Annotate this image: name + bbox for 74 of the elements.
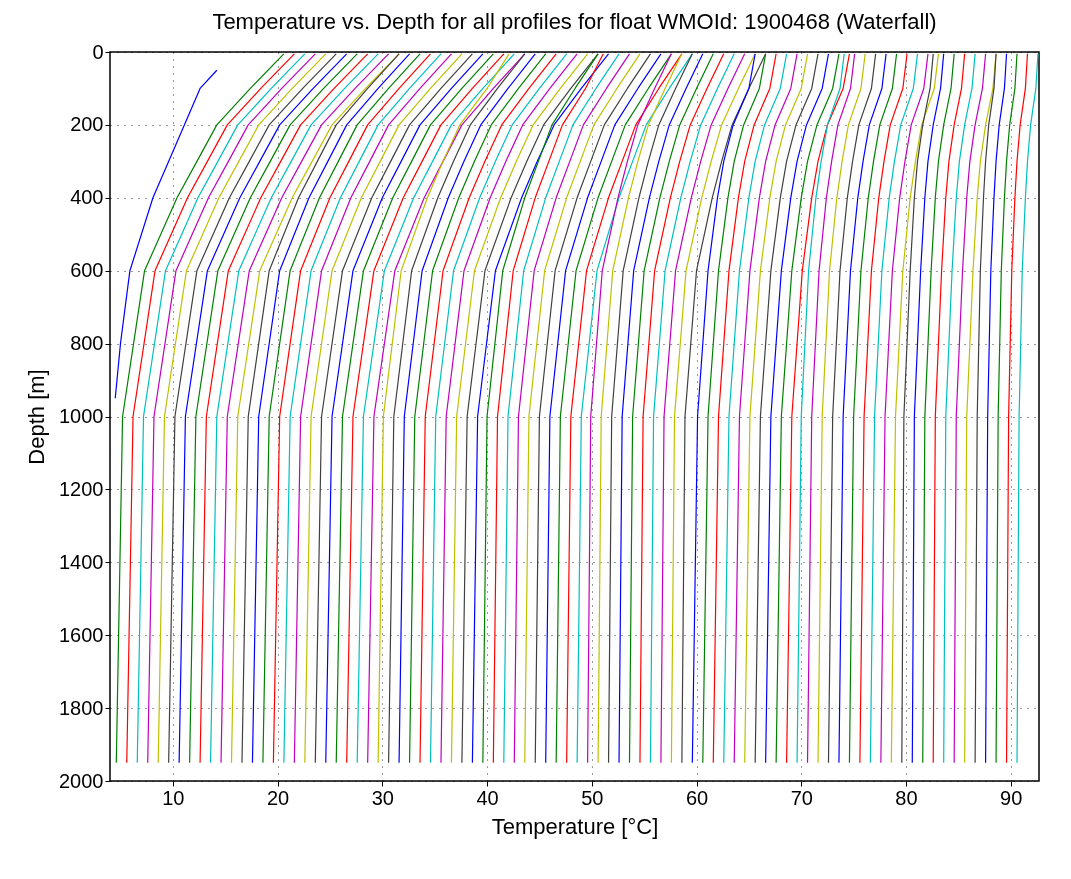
x-tick-label: 80 [895, 786, 918, 809]
line-series [817, 53, 866, 764]
x-tick-label: 40 [476, 786, 499, 809]
line-series [377, 53, 510, 764]
y-tick-label: 0 [92, 40, 104, 63]
line-series [691, 53, 756, 764]
y-tick-label: 1600 [59, 623, 104, 646]
x-tick-label: 30 [371, 786, 394, 809]
line-series [932, 53, 966, 764]
line-series [639, 53, 725, 764]
line-series [859, 53, 908, 764]
x-tick-label: 70 [790, 786, 813, 809]
line-series [712, 53, 777, 764]
x-tick-label: 10 [162, 786, 185, 809]
line-series [114, 69, 218, 399]
line-series [1005, 53, 1029, 764]
line-series [618, 53, 704, 764]
line-series [524, 53, 641, 764]
y-tick-label: 2000 [59, 769, 104, 792]
line-series [660, 53, 746, 764]
line-series [785, 53, 851, 764]
chart-title: Temperature vs. Depth for all profiles for float WMOId: 1900468 (Waterfall) [212, 9, 937, 34]
line-series [995, 53, 1018, 764]
x-tick-label: 20 [266, 786, 290, 809]
line-series [723, 53, 788, 764]
line-series [880, 53, 929, 764]
y-tick-label: 1200 [59, 477, 104, 500]
line-series [555, 53, 672, 764]
line-series [628, 53, 714, 764]
line-series [953, 53, 987, 764]
line-series [984, 53, 1008, 764]
line-series [869, 53, 919, 764]
line-series [534, 53, 652, 764]
x-axis-title: Temperature [°C] [491, 813, 659, 839]
line-series [974, 53, 997, 764]
line-series [744, 53, 809, 764]
line-series [670, 53, 756, 764]
line-series [681, 53, 767, 764]
y-tick-label: 1800 [59, 696, 104, 719]
line-series [754, 53, 819, 764]
line-series [576, 53, 693, 764]
line-series [733, 53, 798, 764]
line-series [838, 53, 887, 764]
line-series [806, 53, 856, 764]
x-tick-label: 90 [1000, 786, 1023, 809]
line-series [911, 53, 945, 764]
line-series [702, 53, 767, 764]
y-tick-label: 1400 [59, 550, 104, 573]
line-series [922, 53, 955, 764]
x-tick-label: 50 [581, 786, 604, 809]
y-tick-label: 400 [70, 186, 104, 209]
line-series [765, 53, 830, 764]
y-tick-label: 800 [70, 332, 104, 355]
line-series [586, 53, 672, 764]
line-series [597, 53, 683, 764]
line-series [796, 53, 845, 764]
line-series [848, 53, 898, 764]
line-series [775, 53, 840, 764]
line-series [566, 53, 683, 764]
y-tick-label: 200 [70, 113, 104, 136]
x-tick-label: 60 [685, 786, 709, 809]
line-series [649, 53, 735, 764]
line-series [513, 53, 631, 764]
line-series [901, 53, 934, 764]
line-series [890, 53, 940, 764]
line-series [1016, 53, 1039, 764]
line-series [827, 53, 877, 764]
line-series [503, 53, 620, 764]
line-series [607, 53, 693, 764]
line-series [545, 53, 662, 764]
y-axis-title: Depth [m] [24, 369, 50, 465]
y-tick-label: 600 [70, 259, 104, 282]
line-series [943, 53, 976, 764]
y-tick-label: 1000 [59, 405, 104, 427]
